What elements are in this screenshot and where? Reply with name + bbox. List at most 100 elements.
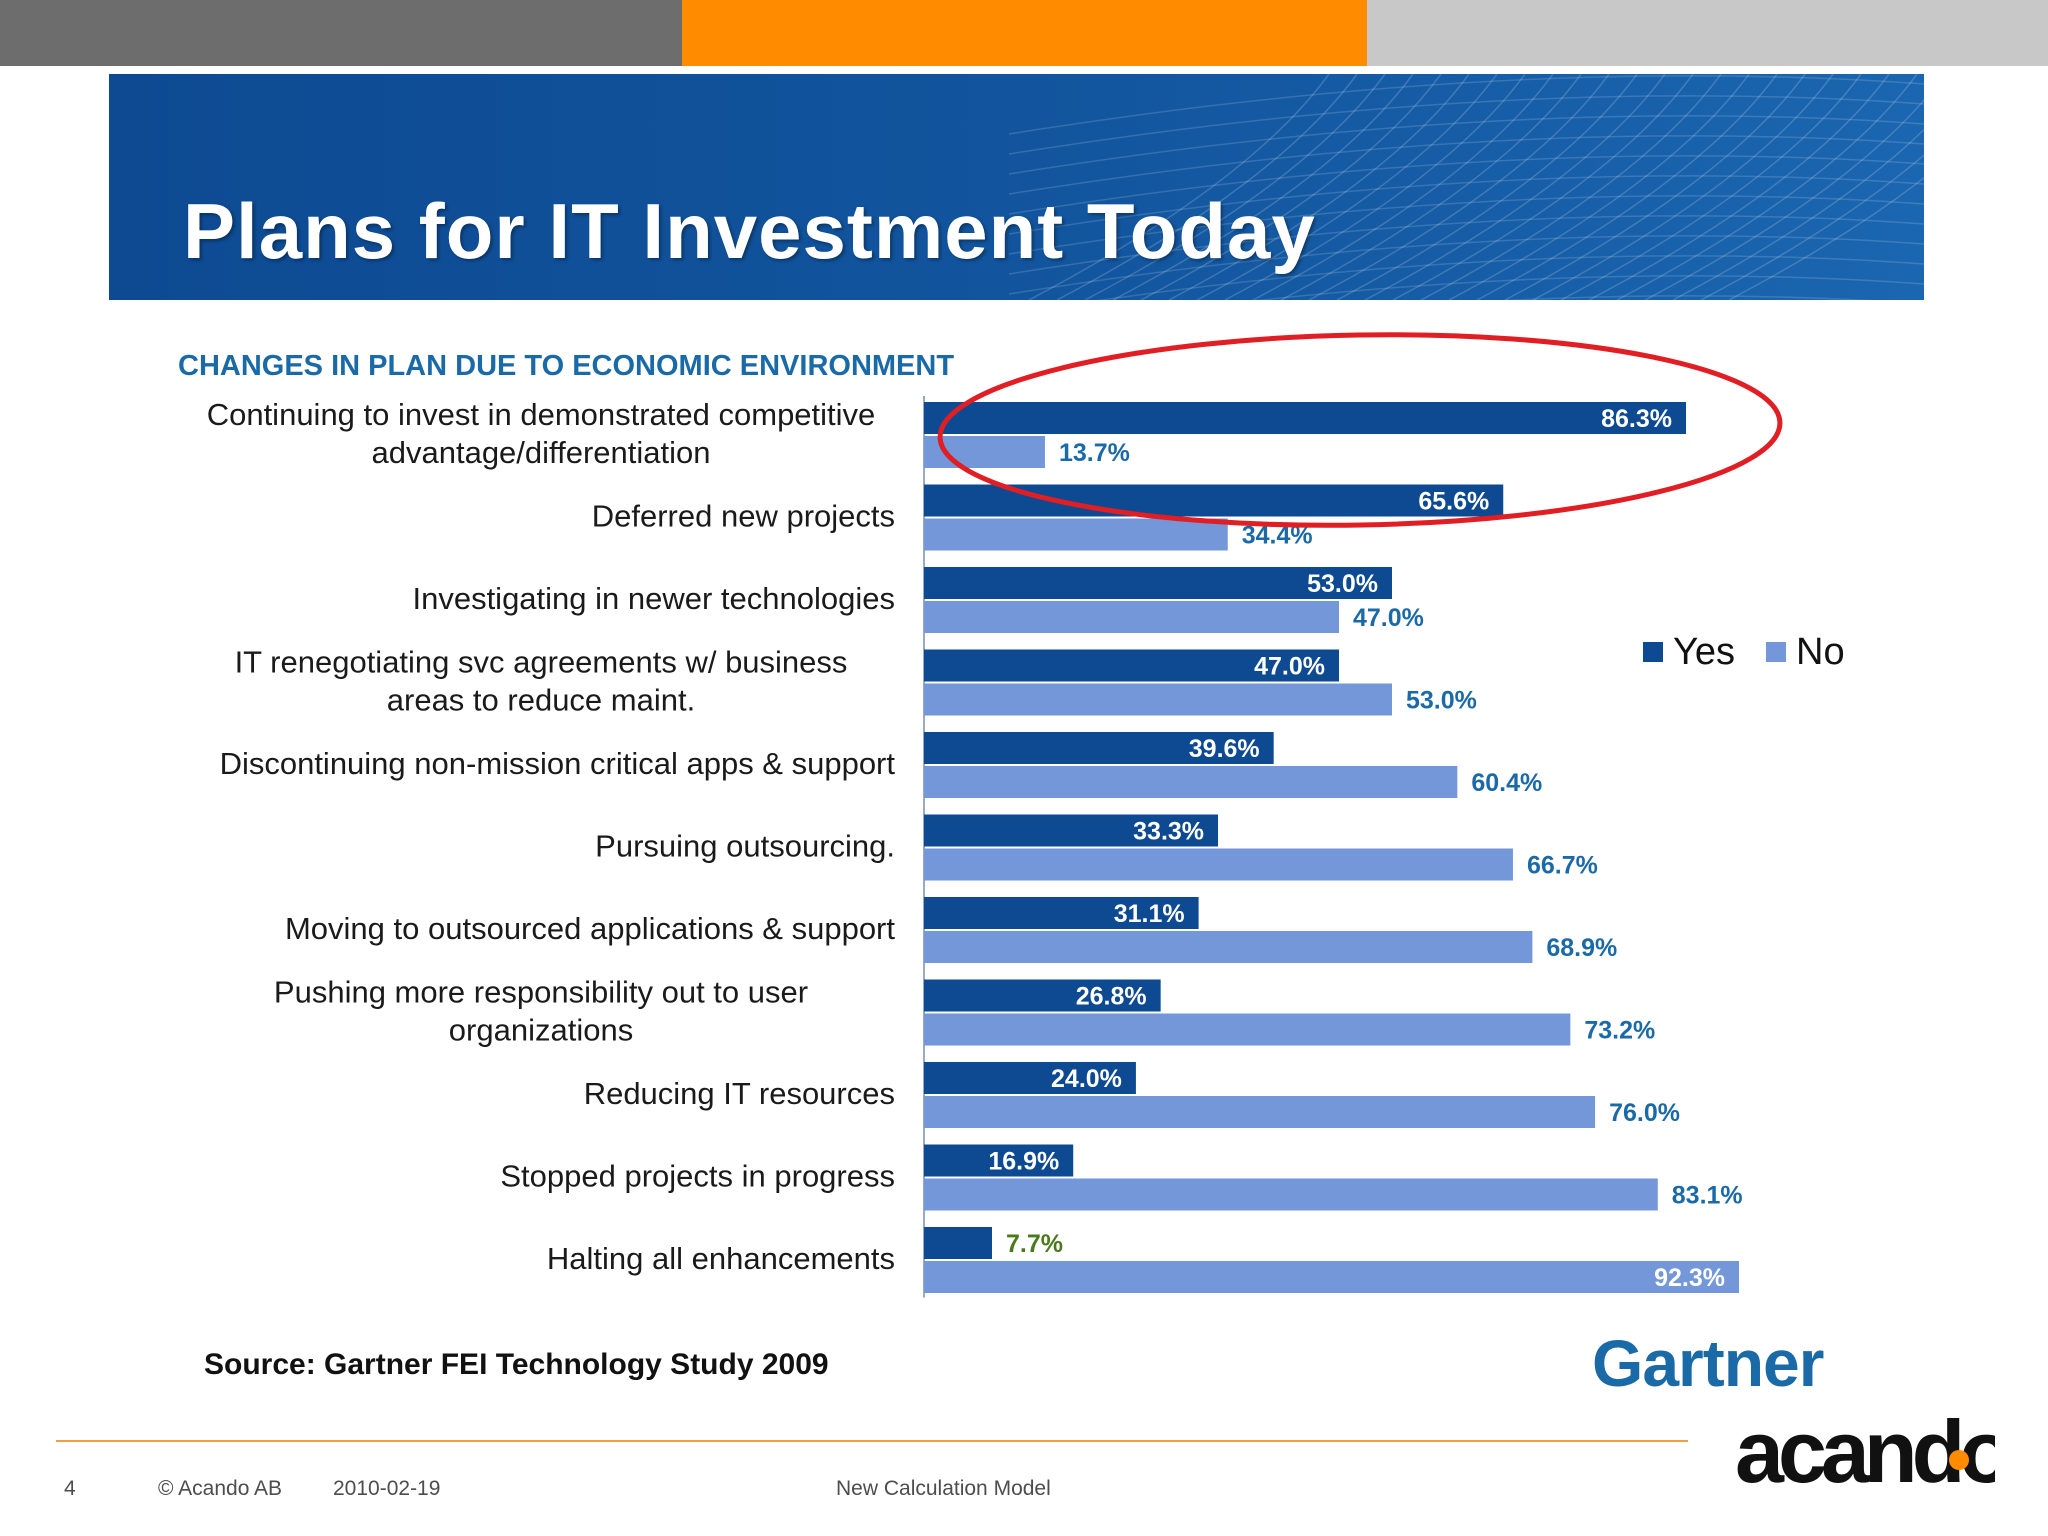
category-label-line: Continuing to invest in demonstrated com…	[207, 397, 876, 432]
bar-yes	[924, 814, 1219, 847]
category-label-line: Pursuing outsourcing.	[595, 829, 895, 864]
legend-swatch-yes	[1643, 642, 1663, 662]
mesh-line	[1336, 74, 1638, 300]
category-label: Deferred new projects	[592, 499, 895, 534]
mesh-line	[1008, 95, 1924, 155]
category-label-line: Pushing more responsibility out to user	[274, 975, 808, 1010]
bar-no	[924, 931, 1533, 963]
mesh-line	[1168, 74, 1470, 300]
bar-yes	[924, 567, 1392, 599]
category-label: Pushing more responsibility out to user o…	[274, 975, 808, 1048]
mesh-line	[1532, 74, 1834, 300]
category-label: Investigating in newer technologies	[412, 581, 895, 616]
category-label: IT renegotiating svc agreements w/ busin…	[235, 645, 848, 718]
data-label-yes: 26.8%	[1076, 983, 1147, 1011]
data-label-yes: 24.0%	[1051, 1065, 1122, 1093]
bar-yes	[924, 897, 1199, 929]
category-label-line: advantage/differentiation	[372, 435, 711, 470]
bar-no	[924, 1178, 1658, 1211]
mesh-line	[1096, 255, 1924, 300]
source-note: Source: Gartner FEI Technology Study 200…	[204, 1348, 829, 1381]
data-label-yes: 7.7%	[1006, 1230, 1063, 1258]
footer-date: 2010-02-19	[333, 1477, 441, 1500]
bar-yes	[924, 979, 1161, 1012]
mesh-line	[1392, 74, 1694, 300]
data-label-yes: 39.6%	[1189, 735, 1260, 763]
mesh-line	[1504, 74, 1806, 300]
bar-no	[924, 683, 1392, 716]
data-label-no: 76.0%	[1609, 1099, 1680, 1127]
mesh-line	[1084, 74, 1386, 300]
data-label-no: 66.7%	[1527, 852, 1598, 880]
data-label-no: 92.3%	[1654, 1264, 1725, 1292]
category-label-line: Reducing IT resources	[584, 1076, 895, 1111]
data-label-no: 68.9%	[1546, 934, 1617, 962]
page-number: 4	[64, 1477, 76, 1500]
slide-title: Plans for IT Investment Today	[183, 187, 1316, 275]
mesh-line	[1196, 74, 1498, 300]
top-bar-orange	[682, 0, 1367, 66]
data-label-yes: 65.6%	[1418, 488, 1489, 516]
mesh-line	[1008, 215, 1924, 275]
mesh-line	[1616, 74, 1918, 300]
mesh-line	[1008, 75, 1924, 135]
data-label-yes: 53.0%	[1307, 570, 1378, 598]
banner-mesh-graphic	[1008, 74, 1924, 300]
category-label-line: Deferred new projects	[592, 499, 895, 534]
mesh-line	[1420, 74, 1722, 300]
mesh-line	[1672, 128, 1924, 300]
top-bar-light	[1367, 0, 2048, 66]
mesh-line	[1280, 74, 1582, 300]
category-label: Halting all enhancements	[547, 1241, 895, 1276]
data-label-yes: 47.0%	[1254, 653, 1325, 681]
bar-no	[924, 848, 1513, 881]
gartner-logo: Gartner	[1592, 1326, 1824, 1400]
data-label-no: 73.2%	[1584, 1017, 1655, 1045]
bar-yes	[924, 1227, 992, 1259]
mesh-line	[1560, 74, 1862, 300]
category-label-line: IT renegotiating svc agreements w/ busin…	[235, 645, 848, 680]
category-label-line: Moving to outsourced applications & supp…	[285, 911, 895, 946]
data-label-no: 47.0%	[1353, 604, 1424, 632]
mesh-line	[1448, 74, 1750, 300]
data-label-yes: 33.3%	[1133, 818, 1204, 846]
bar-yes	[924, 1144, 1074, 1177]
acando-logo-dot	[1949, 1450, 1969, 1470]
legend-label-yes: Yes	[1673, 631, 1735, 673]
category-label-line: areas to reduce maint.	[387, 683, 695, 718]
mesh-line	[1364, 74, 1666, 300]
data-label-yes: 86.3%	[1601, 405, 1672, 433]
category-label-line: organizations	[449, 1013, 633, 1048]
acando-logo: acando	[1735, 1410, 1995, 1500]
category-label-line: Halting all enhancements	[547, 1241, 895, 1276]
bar-chart: CHANGES IN PLAN DUE TO ECONOMIC ENVIRONM…	[178, 332, 1845, 1298]
mesh-line	[1254, 275, 1924, 300]
mesh-line	[1224, 74, 1526, 300]
bar-no	[924, 518, 1228, 551]
top-bar-gray	[0, 0, 682, 66]
data-label-no: 53.0%	[1406, 687, 1477, 715]
mesh-line	[1140, 74, 1442, 300]
mesh-line	[1588, 74, 1890, 300]
highlight-ellipse	[937, 332, 1783, 528]
data-label-yes: 16.9%	[988, 1148, 1059, 1176]
mesh-line	[1308, 74, 1610, 300]
category-label: Pursuing outsourcing.	[595, 829, 895, 864]
legend-label-no: No	[1796, 631, 1845, 673]
mesh-line	[1008, 115, 1924, 175]
category-label: Reducing IT resources	[584, 1076, 895, 1111]
mesh-line	[1644, 99, 1924, 300]
category-label: Stopped projects in progress	[500, 1159, 895, 1194]
title-banner: Plans for IT Investment Today	[109, 74, 1924, 300]
category-label-line: Stopped projects in progress	[500, 1159, 895, 1194]
bar-no	[924, 766, 1458, 798]
mesh-line	[1252, 74, 1554, 300]
category-label-line: Investigating in newer technologies	[412, 581, 895, 616]
bar-yes	[924, 402, 1687, 434]
category-label-line: Discontinuing non-mission critical apps …	[220, 746, 896, 781]
legend-swatch-no	[1766, 642, 1786, 662]
mesh-line	[1008, 135, 1924, 195]
bar-no	[924, 1096, 1596, 1128]
bar-yes	[924, 649, 1340, 682]
bar-no	[924, 1261, 1740, 1293]
